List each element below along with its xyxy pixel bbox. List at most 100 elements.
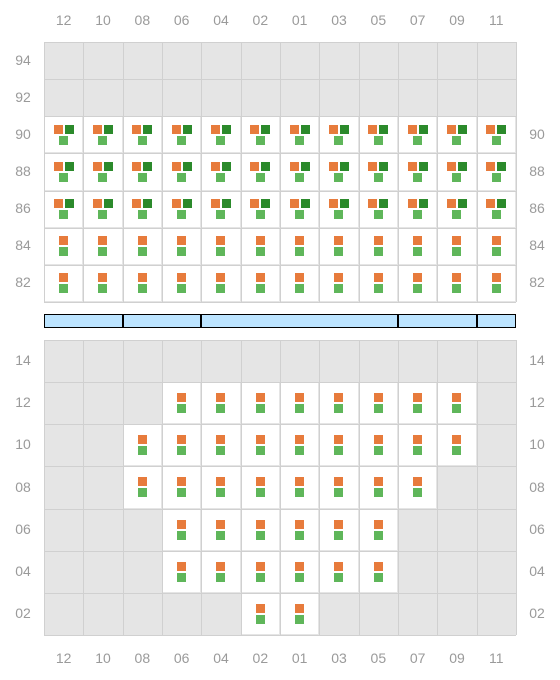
seat-cell: [163, 154, 200, 189]
seat-cell: [242, 552, 279, 592]
marker-square: [295, 136, 304, 145]
marker-square: [216, 531, 225, 540]
cell-markers-2: [281, 383, 318, 423]
marker-square: [177, 562, 186, 571]
marker-square: [301, 162, 310, 171]
marker-square: [54, 199, 63, 208]
seat-cell: [360, 266, 397, 301]
axis-label-right-bottom: 08: [522, 479, 552, 495]
marker-square: [138, 247, 147, 256]
cell-markers-2: [242, 510, 279, 550]
cell-markers-3: [399, 117, 436, 152]
marker-square: [340, 162, 349, 171]
axis-label-top: 03: [319, 12, 358, 28]
seat-cell: [281, 117, 318, 152]
marker-square: [419, 162, 428, 171]
marker-square: [295, 273, 304, 282]
marker-square: [379, 125, 388, 134]
marker-square: [340, 125, 349, 134]
marker-square: [216, 404, 225, 413]
marker-square: [132, 199, 141, 208]
axis-label-bottom: 03: [319, 650, 358, 666]
marker-square: [216, 435, 225, 444]
axis-label-top: 01: [280, 12, 319, 28]
cell-markers-2: [360, 383, 397, 423]
marker-square: [59, 136, 68, 145]
marker-square: [177, 284, 186, 293]
cell-markers-2: [438, 266, 475, 301]
marker-square: [256, 488, 265, 497]
seat-cell: [242, 154, 279, 189]
marker-square: [419, 199, 428, 208]
axis-label-bottom: 08: [123, 650, 162, 666]
grid-line-h: [44, 42, 516, 43]
marker-square: [374, 573, 383, 582]
seat-cell: [478, 266, 515, 301]
seat-cell: [478, 192, 515, 227]
marker-square: [408, 125, 417, 134]
seat-cell: [242, 594, 279, 634]
marker-square: [216, 136, 225, 145]
marker-square: [374, 284, 383, 293]
cell-markers-2: [360, 266, 397, 301]
marker-square: [374, 136, 383, 145]
grid-line-h: [44, 302, 516, 303]
seat-cell: [320, 117, 357, 152]
marker-square: [334, 210, 343, 219]
cell-markers-2: [84, 229, 121, 264]
marker-square: [256, 573, 265, 582]
axis-label-left-bottom: 02: [8, 605, 38, 621]
seat-cell: [163, 383, 200, 423]
marker-square: [447, 125, 456, 134]
marker-square: [59, 173, 68, 182]
marker-square: [177, 488, 186, 497]
marker-square: [222, 199, 231, 208]
marker-square: [172, 162, 181, 171]
marker-square: [413, 393, 422, 402]
marker-square: [256, 477, 265, 486]
cell-markers-2: [202, 383, 239, 423]
cell-markers-2: [242, 229, 279, 264]
axis-label-top: 09: [437, 12, 476, 28]
marker-square: [104, 199, 113, 208]
marker-square: [211, 162, 220, 171]
cell-markers-2: [320, 266, 357, 301]
cell-markers-2: [320, 229, 357, 264]
seat-cell: [163, 117, 200, 152]
cell-markers-3: [281, 154, 318, 189]
cell-markers-2: [163, 383, 200, 423]
seat-cell: [438, 425, 475, 465]
cell-markers-3: [320, 192, 357, 227]
cell-markers-2: [163, 510, 200, 550]
axis-label-top: 11: [477, 12, 516, 28]
cell-markers-2: [163, 467, 200, 507]
axis-label-right-bottom: 02: [522, 605, 552, 621]
seat-cell: [202, 467, 239, 507]
seat-cell: [163, 266, 200, 301]
seat-cell: [438, 154, 475, 189]
marker-square: [329, 162, 338, 171]
marker-square: [374, 273, 383, 282]
marker-square: [256, 173, 265, 182]
cell-markers-2: [84, 266, 121, 301]
marker-square: [261, 162, 270, 171]
seat-cell: [84, 229, 121, 264]
marker-square: [250, 125, 259, 134]
seat-cell: [281, 594, 318, 634]
cell-markers-3: [438, 154, 475, 189]
marker-square: [177, 173, 186, 182]
marker-square: [447, 162, 456, 171]
cell-markers-2: [202, 266, 239, 301]
grid-line-v: [44, 340, 45, 635]
cell-markers-2: [163, 425, 200, 465]
seat-cell: [320, 383, 357, 423]
cell-markers-3: [45, 154, 82, 189]
cell-markers-2: [202, 510, 239, 550]
cell-markers-3: [84, 117, 121, 152]
marker-square: [413, 247, 422, 256]
marker-square: [138, 273, 147, 282]
seat-cell: [320, 425, 357, 465]
marker-square: [452, 273, 461, 282]
cell-markers-2: [242, 594, 279, 634]
marker-square: [261, 199, 270, 208]
